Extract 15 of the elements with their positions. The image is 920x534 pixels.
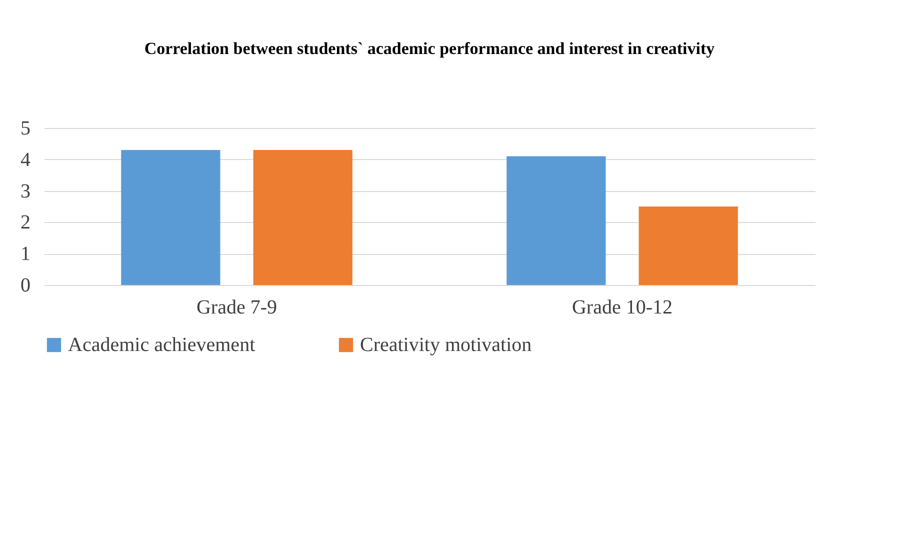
legend-label: Academic achievement xyxy=(68,334,256,356)
bar xyxy=(506,156,606,285)
y-tick-label: 3 xyxy=(20,180,30,202)
y-tick-label: 1 xyxy=(20,243,30,266)
y-tick-label: 0 xyxy=(20,274,30,296)
bar xyxy=(121,150,220,285)
bar xyxy=(638,206,738,285)
chart-title: Correlation between students` academic performance and interest in creativity xyxy=(144,39,716,58)
bar xyxy=(253,150,352,285)
legend-label: Creativity motivation xyxy=(360,334,532,356)
y-tick-label: 5 xyxy=(20,118,30,140)
y-tick-label: 4 xyxy=(20,148,30,171)
y-tick-label: 2 xyxy=(20,212,30,234)
x-tick-label: Grade 7-9 xyxy=(196,296,278,318)
x-tick-label: Grade 10-12 xyxy=(572,296,673,318)
